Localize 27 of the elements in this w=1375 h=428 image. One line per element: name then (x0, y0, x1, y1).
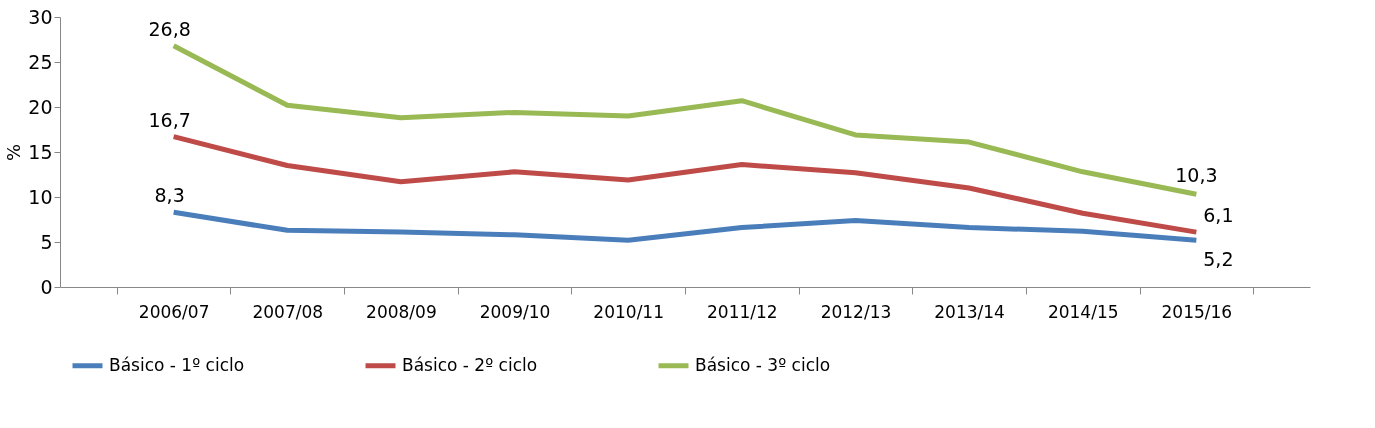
y-tick-label: 20 (28, 95, 53, 118)
x-tick-label: 2010/11 (593, 301, 664, 322)
legend-label: Básico - 2º ciclo (402, 354, 538, 375)
legend-label: Básico - 3º ciclo (695, 354, 831, 375)
x-tick-label: 2006/07 (138, 301, 210, 322)
x-tick-label: 2011/12 (707, 301, 778, 322)
y-tick-label: 30 (28, 5, 53, 28)
x-tick-label: 2007/08 (252, 301, 324, 322)
x-tick-label: 2008/09 (366, 301, 437, 322)
y-tick-label: 10 (28, 185, 53, 208)
y-tick-label: 0 (40, 275, 53, 298)
y-axis-title: % (3, 143, 25, 162)
data-label: 16,7 (148, 108, 191, 131)
data-label: 26,8 (148, 17, 191, 40)
y-tick-label: 5 (40, 230, 53, 253)
data-label: 8,3 (154, 184, 185, 207)
legend-label: Básico - 1º ciclo (109, 354, 245, 375)
x-tick-label: 2009/10 (479, 301, 551, 322)
x-tick-label: 2014/15 (1047, 301, 1119, 322)
data-label: 5,2 (1203, 248, 1234, 271)
x-tick-label: 2013/14 (934, 301, 1005, 322)
x-tick-label: 2015/16 (1161, 301, 1233, 322)
x-tick-label: 2012/13 (820, 301, 892, 322)
data-label: 6,1 (1203, 204, 1234, 227)
data-label: 10,3 (1175, 164, 1218, 187)
y-tick-label: 25 (28, 50, 53, 73)
y-tick-label: 15 (28, 140, 53, 163)
